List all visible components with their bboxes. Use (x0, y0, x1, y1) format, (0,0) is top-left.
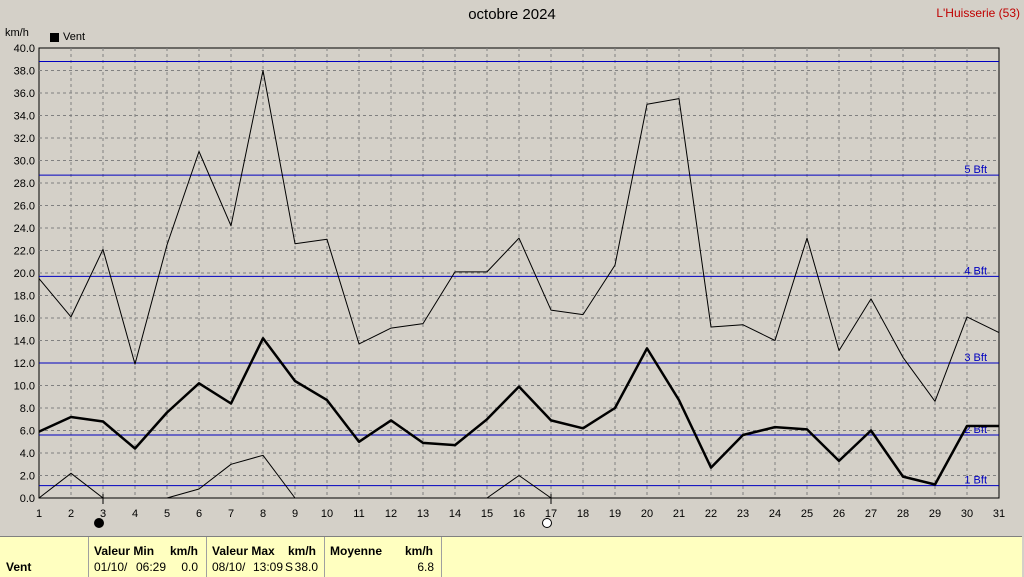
y-tick-label: 0.0 (20, 493, 35, 505)
y-tick-label: 6.0 (20, 426, 35, 438)
max-unit: km/h (288, 544, 317, 558)
station-name: L'Huisserie (53) (936, 6, 1020, 20)
x-tick-label: 25 (801, 508, 813, 520)
min-value: 0.0 (181, 560, 198, 574)
y-tick-label: 2.0 (20, 471, 35, 483)
x-tick-label: 8 (260, 508, 266, 520)
x-tick-label: 15 (481, 508, 493, 520)
x-tick-label: 29 (929, 508, 941, 520)
min-header: Valeur Min (94, 544, 155, 558)
x-tick-label: 14 (449, 508, 461, 520)
x-tick-label: 28 (897, 508, 909, 520)
beaufort-label: 1 Bft (964, 475, 987, 487)
min-time: 06:29 (136, 560, 167, 574)
x-tick-label: 12 (385, 508, 397, 520)
y-tick-label: 34.0 (14, 111, 35, 123)
max-time: 13:09 (253, 560, 284, 574)
x-tick-label: 4 (132, 508, 138, 520)
max-date: 08/10/ (212, 560, 246, 574)
series-line-min (486, 475, 552, 499)
y-tick-label: 26.0 (14, 201, 35, 213)
mean-unit: km/h (405, 544, 434, 558)
legend: Vent (50, 31, 85, 43)
y-tick-label: 40.0 (14, 43, 35, 55)
x-tick-label: 1 (36, 508, 42, 520)
y-axis-unit: km/h (5, 27, 29, 39)
x-tick-label: 20 (641, 508, 653, 520)
x-tick-label: 21 (673, 508, 685, 520)
y-tick-label: 36.0 (14, 88, 35, 100)
x-tick-label: 30 (961, 508, 973, 520)
x-tick-label: 7 (228, 508, 234, 520)
x-tick-label: 18 (577, 508, 589, 520)
summary-mean-cell: Moyenne km/h 6.8 (324, 537, 442, 577)
y-tick-label: 4.0 (20, 448, 35, 460)
x-tick-label: 10 (321, 508, 333, 520)
y-tick-label: 18.0 (14, 291, 35, 303)
min-unit: km/h (170, 544, 199, 558)
x-tick-label: 26 (833, 508, 845, 520)
y-tick-label: 32.0 (14, 133, 35, 145)
beaufort-label: 3 Bft (964, 352, 987, 364)
x-tick-label: 2 (68, 508, 74, 520)
y-tick-label: 10.0 (14, 381, 35, 393)
x-tick-label: 22 (705, 508, 717, 520)
summary-max-cell: Valeur Max km/h 08/10/ 13:09 S 38.0 (206, 537, 325, 577)
y-tick-label: 28.0 (14, 178, 35, 190)
wind-chart: 0.0 2.0 4.0 6.0 8.0 10.0 12.0 14.0 16.0 18.0 20.0 2… (14, 43, 1005, 528)
new-moon-icon (94, 518, 104, 528)
y-tick-label: 14.0 (14, 336, 35, 348)
legend-label: Vent (63, 31, 86, 43)
legend-swatch (50, 32, 59, 42)
max-value: 38.0 (294, 560, 318, 574)
summary-min-cell: Valeur Min km/h 01/10/ 06:29 0.0 (88, 537, 207, 577)
x-tick-label: 5 (164, 508, 170, 520)
chart-title: octobre 2024 (468, 6, 556, 23)
x-tick-label: 3 (100, 508, 106, 520)
series-line-mean (38, 337, 999, 486)
x-tick-label: 27 (865, 508, 877, 520)
beaufort-label: 4 Bft (964, 265, 987, 277)
x-tick-label: 16 (513, 508, 525, 520)
summary-panel: Vent Valeur Min km/h 01/10/ 06:29 0.0 Va… (0, 536, 1022, 577)
y-tick-label: 24.0 (14, 223, 35, 235)
x-tick-label: 19 (609, 508, 621, 520)
y-tick-label: 16.0 (14, 313, 35, 325)
x-tick-label: 24 (769, 508, 781, 520)
mean-value: 6.8 (417, 560, 434, 574)
series-line-min (166, 454, 296, 499)
beaufort-label: 5 Bft (964, 164, 987, 176)
summary-label-cell: Vent (0, 537, 89, 577)
max-header: Valeur Max (212, 544, 275, 558)
x-tick-label: 31 (993, 508, 1005, 520)
y-tick-label: 30.0 (14, 156, 35, 168)
min-date: 01/10/ (94, 560, 128, 574)
full-moon-icon (542, 518, 552, 528)
x-tick-label: 13 (417, 508, 429, 520)
x-tick-label: 11 (353, 508, 364, 520)
y-tick-label: 22.0 (14, 246, 35, 258)
y-tick-label: 38.0 (14, 66, 35, 78)
summary-row-label: Vent (6, 560, 32, 574)
x-tick-label: 17 (545, 508, 557, 520)
y-tick-label: 20.0 (14, 268, 35, 280)
mean-header: Moyenne (330, 544, 383, 558)
x-tick-label: 23 (737, 508, 749, 520)
series-line-min (38, 472, 104, 499)
y-tick-label: 8.0 (20, 403, 35, 415)
x-tick-label: 9 (292, 508, 298, 520)
series-line-max (38, 70, 1000, 402)
max-direction: S (285, 560, 294, 574)
x-tick-label: 6 (196, 508, 202, 520)
y-tick-label: 12.0 (14, 358, 35, 370)
